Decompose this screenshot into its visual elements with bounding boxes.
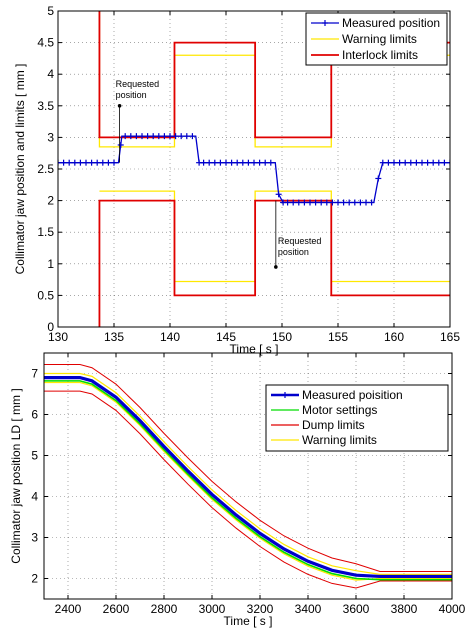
chart-2-dump-limit-upper xyxy=(44,363,452,573)
chart-2-motor-settings-line xyxy=(44,380,452,581)
chart-1-xtick-label: 145 xyxy=(216,330,236,344)
chart-1-annotation-1-text: Requested xyxy=(116,79,160,89)
chart-1-y-axis-label: Collimator jaw position and limits [ mm … xyxy=(13,64,27,275)
chart-1-xtick-label: 150 xyxy=(272,330,292,344)
chart-2-xtick-label: 2600 xyxy=(103,602,130,616)
chart-2-ytick-label: 7 xyxy=(31,367,38,381)
chart-2-warning-limit-lower xyxy=(44,381,452,581)
chart-2-y-axis-label: Collimator jaw position LD [ mm ] xyxy=(9,388,23,563)
chart-1-ytick-label: 1.5 xyxy=(37,225,54,239)
chart-1-legend-label: Warning limits xyxy=(342,32,417,46)
chart-2-measured-position-line xyxy=(44,376,452,579)
chart-2-ytick-label: 5 xyxy=(31,449,38,463)
chart-1-xtick-label: 155 xyxy=(328,330,348,344)
chart-1-ytick-label: 4 xyxy=(47,67,54,81)
chart-2-dump-limit-lower xyxy=(44,390,452,589)
chart-2-xtick-label: 3400 xyxy=(295,602,322,616)
chart-2-xtick-label: 3200 xyxy=(247,602,274,616)
chart-2-frame xyxy=(43,352,453,600)
chart-1-measured-position-line xyxy=(58,135,450,204)
chart-1-ytick-label: 2.5 xyxy=(37,162,54,176)
chart-1-ytick-label: 0.5 xyxy=(37,288,54,302)
chart-1-ytick-label: 1 xyxy=(47,257,54,271)
chart-2-warning-limit-upper xyxy=(44,372,452,575)
chart-1-annotation-2-text: position xyxy=(278,247,309,257)
chart-1-ytick-label: 3.5 xyxy=(37,99,54,113)
chart-2-xtick-label: 3600 xyxy=(343,602,370,616)
chart-1-xtick-label: 140 xyxy=(160,330,180,344)
chart-2-xtick-label: 3000 xyxy=(199,602,226,616)
chart-1-annotation-2-text: Requested xyxy=(278,236,322,246)
chart-1-frame xyxy=(57,10,451,328)
chart-1-ytick-label: 3 xyxy=(47,130,54,144)
chart-1-interlock-limit-line-1 xyxy=(98,11,450,139)
chart-2-xtick-label: 4000 xyxy=(439,602,466,616)
chart-2-x-axis-label: Time [ s ] xyxy=(224,614,273,628)
chart-1-ytick-label: 5 xyxy=(47,4,54,18)
chart-2-xtick-label: 3800 xyxy=(391,602,418,616)
chart-2-ytick-label: 3 xyxy=(31,531,38,545)
chart-1-legend-label: Measured position xyxy=(342,16,440,30)
chart-1-xtick-label: 165 xyxy=(440,330,460,344)
chart-2-ytick-label: 2 xyxy=(31,572,38,586)
chart-2-ytick-label: 6 xyxy=(31,408,38,422)
chart-2-ytick-label: 4 xyxy=(31,490,38,504)
chart-1-annotation-1-dot xyxy=(117,104,122,108)
chart-2-xtick-label: 2400 xyxy=(55,602,82,616)
chart-1-x-axis-label: Time [ s ] xyxy=(230,342,279,356)
chart-1-ytick-label: 0 xyxy=(47,320,54,334)
chart-1-annotation-2-dot xyxy=(274,265,278,269)
chart-1-xtick-label: 160 xyxy=(384,330,404,344)
chart-2-legend-label: Dump limits xyxy=(302,418,365,432)
chart-2-plot-area xyxy=(44,363,452,589)
chart-1-interlock-limit-line-2 xyxy=(98,199,450,327)
chart-1: 130 135 140 145 150 155 160 165 0 0.5 1 1.5 2 2.5 3 3.5… xyxy=(13,4,460,356)
chart-2-legend-label: Motor settings xyxy=(302,403,377,417)
chart-2-legend-label: Measured poisition xyxy=(302,388,403,402)
chart-1-xtick-label: 130 xyxy=(48,330,68,344)
chart-1-xtick-label: 135 xyxy=(104,330,124,344)
chart-2: 2400 2600 2800 3000 3200 3400 3600 3800 4000 2 3 4 5… xyxy=(9,352,466,628)
chart-1-plot-area xyxy=(58,11,450,327)
chart-2-xtick-label: 2800 xyxy=(151,602,178,616)
chart-1-ytick-label: 4.5 xyxy=(37,36,54,50)
chart-2-legend-label: Warning limits xyxy=(302,433,377,447)
chart-1-ytick-label: 2 xyxy=(47,194,54,208)
chart-1-annotation-1-text: position xyxy=(116,90,147,100)
chart-1-legend-label: Interlock limits xyxy=(342,48,418,62)
